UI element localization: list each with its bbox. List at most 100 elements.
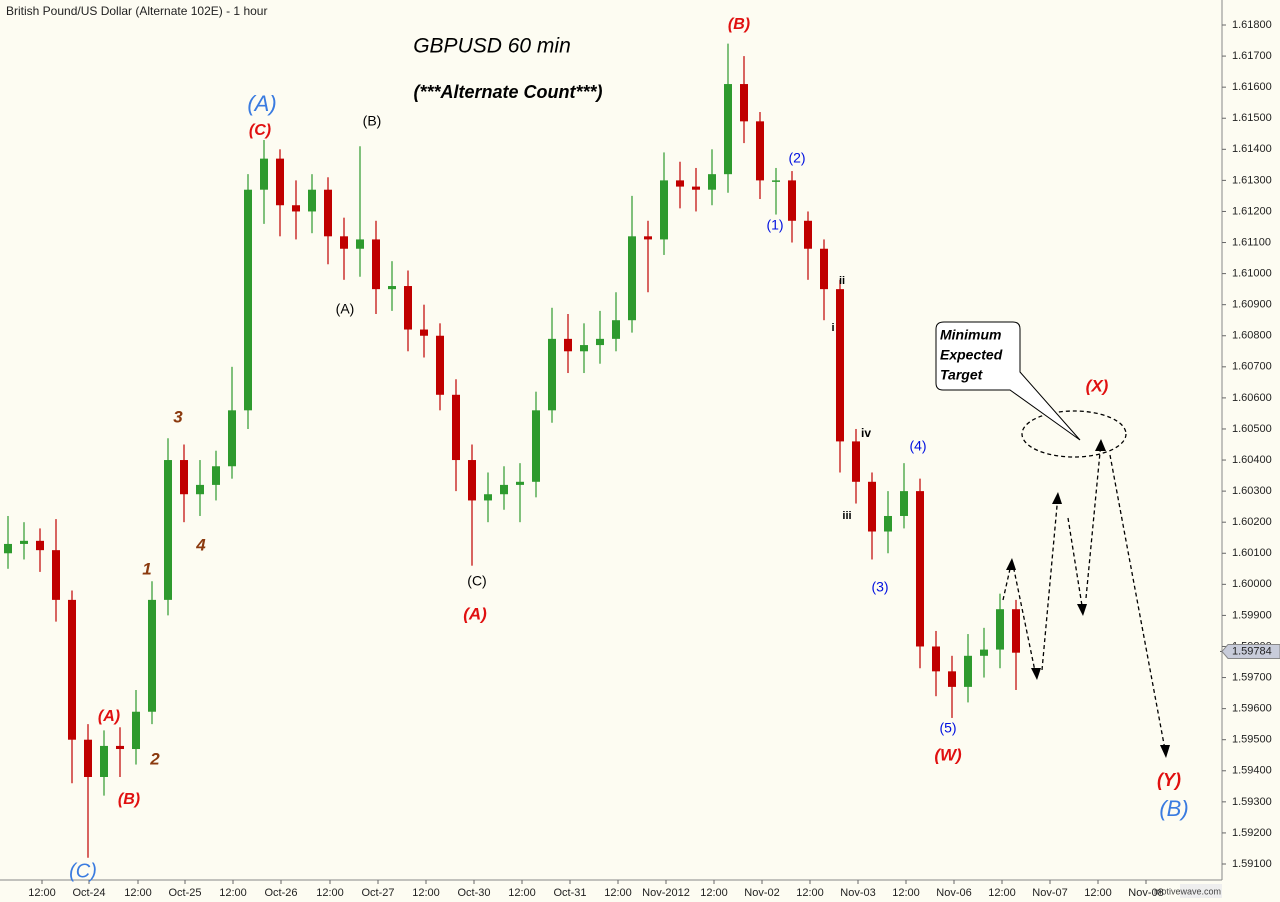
- arrow-path: [1002, 559, 1037, 677]
- candle-body: [996, 609, 1004, 650]
- candle-body: [820, 248, 828, 290]
- candle-body: [404, 286, 412, 330]
- x-tick-label: 12:00: [124, 887, 152, 899]
- candle-body: [212, 466, 220, 485]
- y-tick-label: 1.61200: [1232, 205, 1272, 217]
- candle-body: [772, 180, 780, 182]
- wave-label: (B): [118, 791, 140, 808]
- candle-body: [372, 239, 380, 290]
- wave-label: (A): [336, 301, 355, 317]
- x-tick-label: 12:00: [1084, 887, 1112, 899]
- callout-text: Expected: [940, 347, 1003, 363]
- candle-body: [628, 236, 636, 321]
- last-price-label: 1.59784: [1232, 645, 1272, 657]
- candle-body: [164, 460, 172, 600]
- candle-body: [228, 410, 236, 467]
- candle-body: [884, 515, 892, 532]
- candle-body: [52, 550, 60, 600]
- watermark: motivewave.com: [1154, 886, 1221, 896]
- candle-body: [340, 236, 348, 249]
- x-tick-label: 12:00: [604, 887, 632, 899]
- y-tick-label: 1.60500: [1232, 423, 1272, 435]
- arrow-head: [1031, 668, 1041, 680]
- candle-body: [436, 335, 444, 395]
- candle-body: [308, 189, 316, 212]
- wave-label: (X): [1086, 376, 1109, 395]
- candle-body: [116, 745, 124, 750]
- candle-body: [516, 481, 524, 485]
- x-tick-label: Nov-2012: [642, 887, 690, 899]
- candle-body: [388, 286, 396, 290]
- candle-body: [484, 494, 492, 501]
- x-tick-label: Nov-08: [1128, 887, 1163, 899]
- x-tick-label: 12:00: [219, 887, 247, 899]
- x-tick-label: Nov-07: [1032, 887, 1067, 899]
- wave-label: (A): [98, 708, 120, 725]
- y-tick-label: 1.60600: [1232, 392, 1272, 404]
- wave-label: iv: [861, 426, 871, 440]
- x-tick-label: 12:00: [508, 887, 536, 899]
- candle-body: [676, 180, 684, 187]
- wave-label: (2): [788, 150, 805, 166]
- candle-body: [756, 121, 764, 181]
- x-tick-label: Oct-31: [553, 887, 586, 899]
- y-tick-label: 1.61800: [1232, 19, 1272, 31]
- wave-label: (A): [463, 604, 487, 623]
- candle-body: [980, 649, 988, 656]
- candle-body: [68, 599, 76, 740]
- candle-body: [180, 460, 188, 495]
- candle-body: [100, 745, 108, 777]
- candle-body: [692, 186, 700, 190]
- y-tick-label: 1.59100: [1232, 858, 1272, 870]
- candle-body: [724, 84, 732, 175]
- chart-title: GBPUSD 60 min: [413, 35, 571, 58]
- y-tick-label: 1.60100: [1232, 547, 1272, 559]
- candle-body: [644, 236, 652, 240]
- y-tick-label: 1.60000: [1232, 578, 1272, 590]
- candle-body: [468, 460, 476, 501]
- x-tick-label: 12:00: [988, 887, 1016, 899]
- wave-label: (C): [467, 573, 486, 589]
- callout-text: Target: [940, 367, 984, 383]
- wave-label: i: [831, 322, 834, 334]
- candle-body: [660, 180, 668, 240]
- candle-body: [196, 484, 204, 495]
- candle-body: [532, 410, 540, 482]
- arrow-path: [1109, 454, 1167, 756]
- candle-body: [916, 491, 924, 647]
- chart-subtitle: (***Alternate Count***): [413, 82, 602, 102]
- x-tick-label: 12:00: [28, 887, 56, 899]
- wave-label: (W): [934, 745, 962, 764]
- candle-body: [260, 158, 268, 190]
- x-tick-label: Oct-25: [168, 887, 201, 899]
- candle-body: [244, 189, 252, 411]
- y-tick-label: 1.59500: [1232, 734, 1272, 746]
- wave-label: (Y): [1157, 770, 1181, 790]
- x-tick-label: 12:00: [412, 887, 440, 899]
- last-price-box: [1221, 643, 1280, 659]
- projection-arrows: [1002, 410, 1167, 756]
- y-tick-label: 1.60300: [1232, 485, 1272, 497]
- y-tick-label: 1.60400: [1232, 454, 1272, 466]
- arrow-head: [1095, 439, 1106, 451]
- y-tick-label: 1.61600: [1232, 81, 1272, 93]
- y-tick-label: 1.61300: [1232, 174, 1272, 186]
- y-tick-label: 1.61500: [1232, 112, 1272, 124]
- wave-label: ii: [839, 275, 845, 287]
- x-tick-label: Oct-27: [361, 887, 394, 899]
- wave-label: 3: [173, 407, 183, 426]
- x-tick-label: 12:00: [892, 887, 920, 899]
- candle-body: [276, 158, 284, 206]
- wave-label: (3): [871, 579, 888, 595]
- y-tick-label: 1.60700: [1232, 361, 1272, 373]
- x-tick-label: 12:00: [796, 887, 824, 899]
- wave-label: (5): [939, 720, 956, 736]
- candles: [4, 43, 1020, 858]
- x-tick-label: Nov-06: [936, 887, 971, 899]
- watermark-bg: [1180, 884, 1222, 898]
- arrow-head: [1052, 492, 1062, 504]
- x-tick-label: Nov-03: [840, 887, 875, 899]
- arrow-head: [1077, 604, 1087, 616]
- x-tick-label: Oct-30: [457, 887, 490, 899]
